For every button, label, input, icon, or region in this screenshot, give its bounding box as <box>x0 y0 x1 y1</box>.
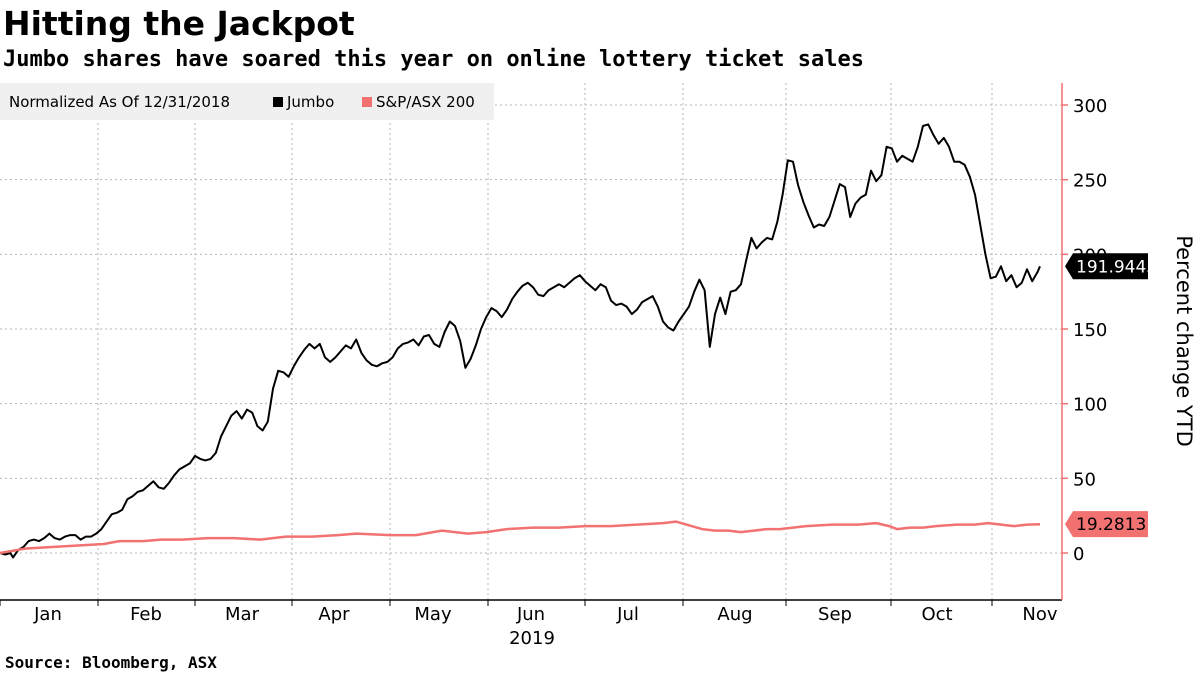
y-tick-label: 250 <box>1073 171 1107 192</box>
x-tick-label: Apr <box>318 604 350 625</box>
x-tick-label: Mar <box>225 604 260 625</box>
x-tick-label: Jul <box>616 604 639 625</box>
x-tick-label: Jan <box>33 604 62 625</box>
end-value-asx: 19.2813 <box>1076 515 1146 535</box>
legend-label-asx: S&P/ASX 200 <box>376 93 475 111</box>
x-tick-label: Feb <box>130 604 162 625</box>
x-tick-label: Sep <box>818 604 852 625</box>
series-lines <box>0 123 1041 559</box>
legend-label-jumbo: Jumbo <box>286 93 334 111</box>
x-tick-label: Aug <box>717 604 752 625</box>
y-tick-label: 50 <box>1073 469 1096 490</box>
x-tick-label: May <box>414 604 452 625</box>
x-tick-label: Nov <box>1022 604 1057 625</box>
end-value-jumbo: 191.9445 <box>1076 257 1157 277</box>
chart-subtitle: Jumbo shares have soared this year on on… <box>3 47 864 72</box>
y-axis-label: Percent change YTD <box>1172 235 1196 446</box>
axes: 050100150200250300JanFebMarAprMayJunJulA… <box>0 83 1107 625</box>
axis-labels: Percent change YTD 2019 <box>509 235 1196 649</box>
y-tick-label: 0 <box>1073 544 1084 565</box>
legend: Normalized As Of 12/31/2018 Jumbo S&P/AS… <box>0 83 494 120</box>
chart-title: Hitting the Jackpot <box>3 4 355 43</box>
y-tick-label: 300 <box>1073 96 1107 117</box>
end-tag-jumbo <box>1065 253 1148 280</box>
x-tick-label: Jun <box>516 604 545 625</box>
x-tick-label: Oct <box>921 604 952 625</box>
legend-note: Normalized As Of 12/31/2018 <box>9 93 230 111</box>
y-tick-label: 150 <box>1073 320 1107 341</box>
series-line-jumbo <box>0 123 1041 559</box>
legend-swatch-asx <box>362 97 372 107</box>
legend-swatch-jumbo <box>273 97 283 107</box>
y-tick-label: 100 <box>1073 395 1107 416</box>
grid-lines <box>0 83 1062 600</box>
end-value-tags: 191.9445 19.2813 <box>1065 253 1157 538</box>
series-line-asx <box>0 520 1041 555</box>
source-note: Source: Bloomberg, ASX <box>5 653 217 672</box>
x-year-label: 2019 <box>509 628 555 649</box>
legend-background <box>0 83 494 120</box>
end-tag-asx <box>1065 511 1148 538</box>
